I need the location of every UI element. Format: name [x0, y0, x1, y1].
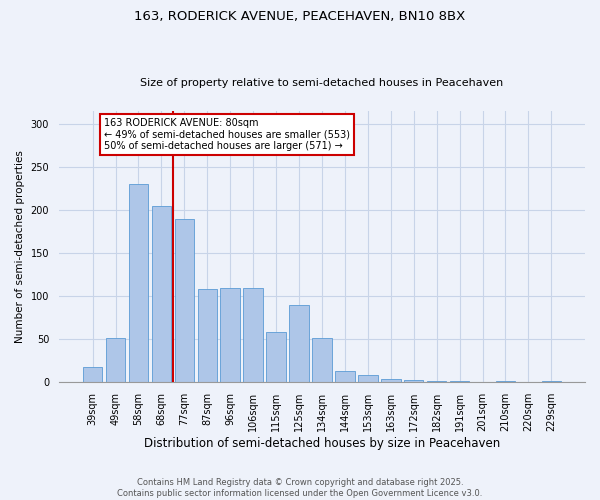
- Text: Contains HM Land Registry data © Crown copyright and database right 2025.
Contai: Contains HM Land Registry data © Crown c…: [118, 478, 482, 498]
- Bar: [128, 184, 148, 382]
- Bar: [404, 380, 424, 382]
- Bar: [358, 376, 377, 382]
- Bar: [312, 338, 332, 382]
- Bar: [289, 305, 309, 382]
- X-axis label: Distribution of semi-detached houses by size in Peacehaven: Distribution of semi-detached houses by …: [144, 437, 500, 450]
- Bar: [335, 371, 355, 382]
- Bar: [381, 379, 401, 382]
- Bar: [266, 332, 286, 382]
- Title: Size of property relative to semi-detached houses in Peacehaven: Size of property relative to semi-detach…: [140, 78, 503, 88]
- Bar: [83, 367, 103, 382]
- Bar: [175, 218, 194, 382]
- Bar: [197, 290, 217, 382]
- Text: 163, RODERICK AVENUE, PEACEHAVEN, BN10 8BX: 163, RODERICK AVENUE, PEACEHAVEN, BN10 8…: [134, 10, 466, 23]
- Text: 163 RODERICK AVENUE: 80sqm
← 49% of semi-detached houses are smaller (553)
50% o: 163 RODERICK AVENUE: 80sqm ← 49% of semi…: [104, 118, 350, 151]
- Bar: [220, 288, 240, 382]
- Bar: [106, 338, 125, 382]
- Bar: [244, 288, 263, 382]
- Bar: [152, 206, 171, 382]
- Y-axis label: Number of semi-detached properties: Number of semi-detached properties: [15, 150, 25, 343]
